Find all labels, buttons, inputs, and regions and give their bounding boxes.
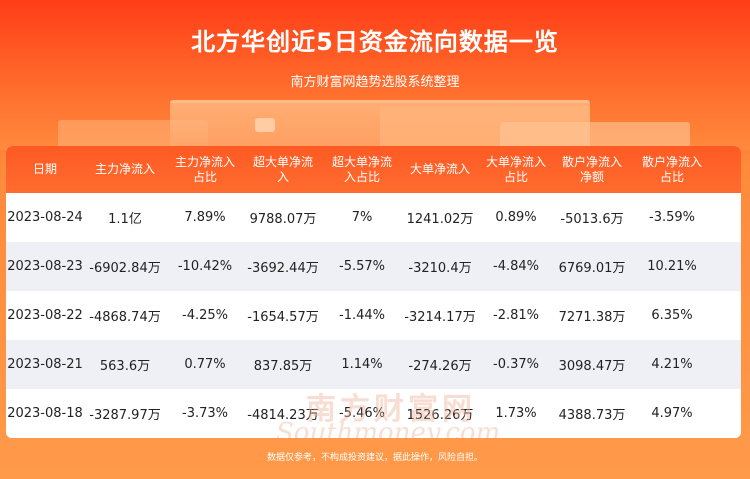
- column-header-line: 主力净流入: [94, 162, 155, 176]
- table-cell: -5013.6万: [560, 212, 624, 227]
- table-cell: -3287.97万: [89, 408, 161, 423]
- table-cell: 4.21%: [651, 357, 693, 372]
- column-header: 大单净流入: [400, 146, 480, 193]
- table-cell: -4814.23万: [247, 408, 319, 423]
- column-header: 超大单净流入: [242, 146, 324, 193]
- table-row: 2023-08-24 1.1亿 7.89% 9788.07万 7% 1241.02万 0.8…: [6, 193, 741, 242]
- column-header-line: 散户净流入: [561, 154, 622, 169]
- table-cell: -10.42%: [177, 259, 233, 274]
- table-cell: 563.6万: [99, 359, 151, 374]
- column-header-line: 大单净流入: [409, 162, 470, 176]
- table-cell: -3.59%: [649, 210, 695, 225]
- table-row: 2023-08-23 -6902.84万 -10.42% -3692.44万 -5.57…: [6, 242, 741, 291]
- table-cell: 1.73%: [495, 406, 537, 421]
- table-cell: 6769.01万: [558, 261, 626, 276]
- table-cell: 7%: [351, 210, 373, 225]
- column-header: 日期: [6, 146, 84, 193]
- column-header-line: 主力净流入: [174, 154, 235, 169]
- column-header-line: 入占比: [343, 169, 380, 184]
- table-cell: -4.84%: [493, 259, 539, 274]
- table-cell: 4.97%: [651, 406, 693, 421]
- table-cell: 3098.47万: [558, 359, 626, 374]
- column-header-line: 净额: [579, 169, 604, 184]
- table-cell: -274.26万: [408, 359, 472, 374]
- column-header-line: 入: [276, 169, 289, 184]
- table-cell: 6.35%: [651, 308, 693, 323]
- fund-flow-table: 日期 主力净流入 主力净流入 占比 超大单净流入超大单净流 入占比 大单净流入 大单净流入 占比…: [6, 146, 741, 438]
- column-header: 大单净流入 占比: [478, 146, 554, 193]
- column-header: 主力净流入 占比: [166, 146, 244, 193]
- table-cell: 7.89%: [184, 210, 226, 225]
- table-cell: 9788.07万: [249, 212, 317, 227]
- column-header: 散户净流入 占比: [632, 146, 712, 193]
- table-cell: 4388.73万: [558, 408, 626, 423]
- table-cell: -4.25%: [182, 308, 228, 323]
- table-cell: -5.46%: [339, 406, 385, 421]
- table-cell: 10.21%: [647, 259, 697, 274]
- table-cell: 2023-08-22: [7, 308, 83, 323]
- table-cell: -3210.4万: [408, 261, 472, 276]
- table-cell: -1654.57万: [247, 310, 319, 325]
- column-header-line: 占比: [659, 169, 684, 184]
- page-subtitle: 南方财富网趋势选股系统整理: [290, 75, 460, 90]
- column-header-line: 大单净流入: [485, 154, 546, 169]
- table-cell: 0.77%: [184, 357, 226, 372]
- table-cell: 7271.38万: [558, 310, 626, 325]
- column-header-line: 占比: [192, 169, 217, 184]
- table-cell: -1.44%: [339, 308, 385, 323]
- column-header-line: 散户净流入: [641, 154, 702, 169]
- disclaimer-footer: 数据仅参考，不构成投资建议，据此操作，风险自担。: [266, 453, 483, 463]
- table-cell: -2.81%: [493, 308, 539, 323]
- table-cell: 1.1亿: [108, 212, 142, 227]
- table-cell: 837.85万: [253, 359, 313, 374]
- column-header-line: 占比: [503, 169, 528, 184]
- column-header: 散户净流入 净额: [552, 146, 632, 193]
- column-header: 超大单净流 入占比: [322, 146, 402, 193]
- table-cell: 1.14%: [341, 357, 383, 372]
- table-cell: 2023-08-24: [7, 210, 83, 225]
- column-header-line: 超大单净流: [331, 154, 392, 169]
- table-row: 2023-08-21 563.6万 0.77% 837.85万 1.14% -274.26…: [6, 340, 741, 389]
- table-cell: 2023-08-18: [7, 406, 83, 421]
- table-cell: -6902.84万: [89, 261, 161, 276]
- column-header: 主力净流入: [84, 146, 166, 193]
- decorative-block: [255, 118, 275, 132]
- table-header: 日期 主力净流入 主力净流入 占比 超大单净流入超大单净流 入占比 大单净流入 大单净流入 占比…: [6, 146, 741, 193]
- column-header-line: 超大单净流: [252, 154, 313, 169]
- table-cell: 2023-08-21: [7, 357, 83, 372]
- column-header-line: 日期: [32, 162, 57, 176]
- table-cell: -3692.44万: [247, 261, 319, 276]
- table-cell: 1526.26万: [406, 408, 474, 423]
- table-cell: -3214.17万: [404, 310, 476, 325]
- page-title: 北方华创近5日资金流向数据一览: [191, 28, 559, 56]
- table-cell: 0.89%: [495, 210, 537, 225]
- table-cell: -4868.74万: [89, 310, 161, 325]
- table-cell: -5.57%: [339, 259, 385, 274]
- table-row: 2023-08-22 -4868.74万 -4.25% -1654.57万 -1.44%…: [6, 291, 741, 340]
- table-cell: 1241.02万: [406, 212, 474, 227]
- table-cell: 2023-08-23: [7, 259, 83, 274]
- table-cell: -0.37%: [493, 357, 539, 372]
- table-cell: -3.73%: [182, 406, 228, 421]
- table-row: 2023-08-18 -3287.97万 -3.73% -4814.23万 -5.46%…: [6, 389, 741, 438]
